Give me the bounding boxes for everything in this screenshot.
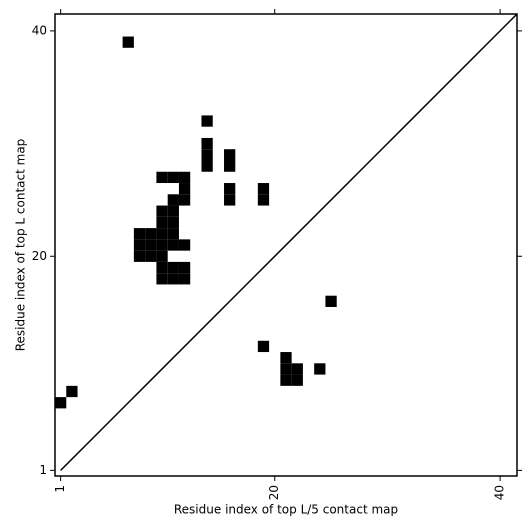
contact-cell <box>55 397 67 409</box>
x-tick-label: 1 <box>53 485 67 493</box>
contact-cell <box>178 273 191 285</box>
x-tick-label: 20 <box>267 485 281 500</box>
contact-cell <box>178 239 191 251</box>
contact-cell <box>122 36 134 48</box>
contact-cell <box>314 363 326 375</box>
contact-cell <box>133 239 146 251</box>
contact-cell <box>156 273 168 285</box>
contact-cell <box>201 160 213 172</box>
contact-cell <box>133 250 146 262</box>
contact-cell <box>156 239 168 251</box>
contact-cell <box>167 273 179 285</box>
contact-cell <box>167 216 179 229</box>
contact-cell <box>201 115 213 127</box>
contact-cell <box>178 171 191 184</box>
contact-cell <box>178 183 191 195</box>
y-axis-label: Residue index of top L contact map <box>14 139 28 352</box>
contact-cell <box>167 171 179 184</box>
contact-cell <box>178 261 191 274</box>
contact-cell <box>156 205 168 217</box>
plot-frame <box>54 13 518 477</box>
contact-cell <box>280 363 292 375</box>
contact-cell <box>167 261 179 274</box>
x-tick-label: 40 <box>493 485 507 500</box>
contact-cell <box>167 205 179 217</box>
y-tick-label: 1 <box>39 463 47 477</box>
contact-cell <box>257 194 270 206</box>
contact-cell <box>167 228 179 240</box>
contact-cell <box>167 194 179 206</box>
contact-cell <box>133 228 146 240</box>
contact-cell <box>145 239 157 251</box>
x-axis-label: Residue index of top L/5 contact map <box>174 503 398 517</box>
contact-cell <box>257 340 270 353</box>
contact-cell <box>156 216 168 229</box>
contact-cell <box>325 295 337 307</box>
contact-cell <box>291 363 303 375</box>
contact-cell <box>66 385 78 398</box>
contact-cell <box>280 352 292 364</box>
contact-cell <box>224 160 236 172</box>
contact-cell <box>156 250 168 262</box>
contact-cell <box>156 171 168 184</box>
contact-cell <box>224 183 236 195</box>
contact-cell <box>280 374 292 386</box>
contact-cell <box>145 250 157 262</box>
contact-cell <box>201 137 213 150</box>
contact-cell <box>145 228 157 240</box>
contact-cell <box>156 261 168 274</box>
contact-cell <box>156 228 168 240</box>
contact-cell <box>257 183 270 195</box>
contact-cell <box>201 149 213 161</box>
contact-cell <box>167 239 179 251</box>
contact-cell <box>178 194 191 206</box>
y-tick-label: 20 <box>32 249 47 263</box>
contact-cell <box>224 194 236 206</box>
diagonal-line <box>60 13 518 471</box>
contact-cell <box>291 374 303 386</box>
y-tick-label: 40 <box>32 23 47 37</box>
contact-cell <box>224 149 236 161</box>
